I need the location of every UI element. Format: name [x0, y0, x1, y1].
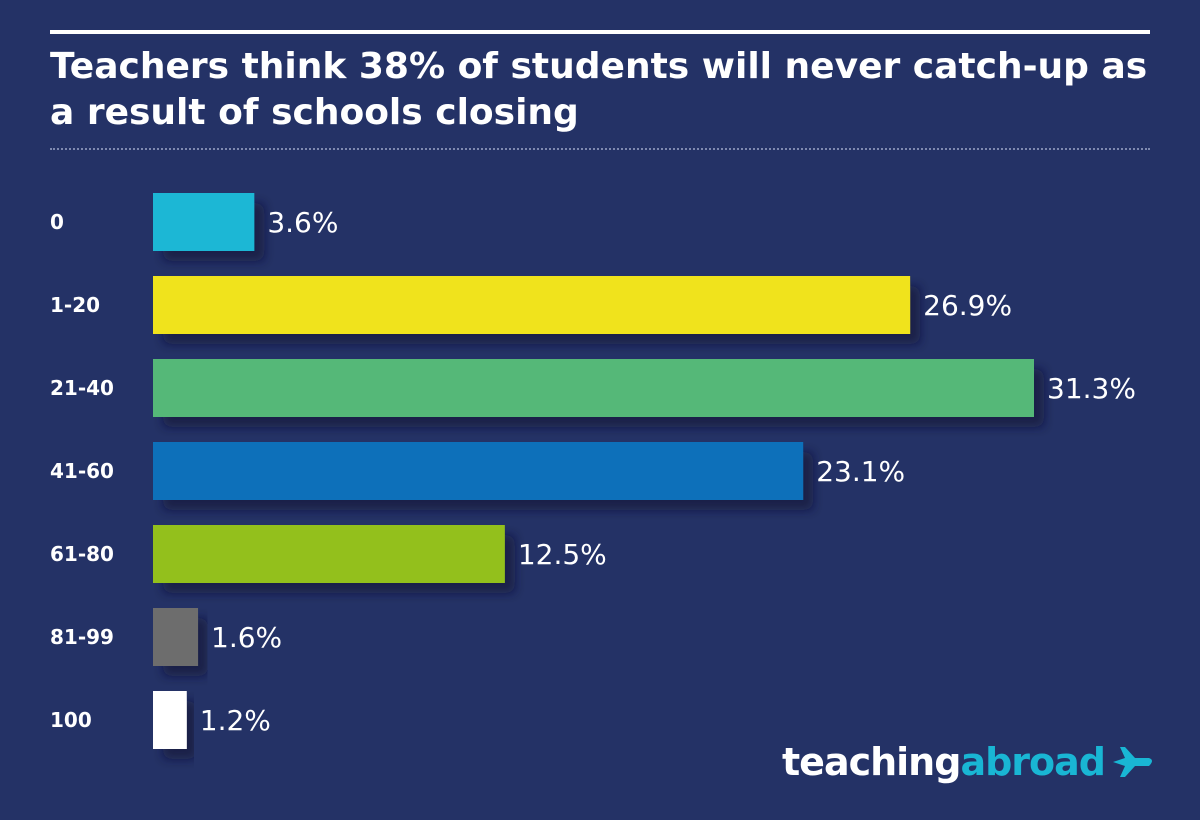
category-label: 21-40	[50, 376, 114, 400]
logo-text-abroad: abroad	[960, 740, 1106, 784]
category-label: 100	[50, 708, 92, 732]
value-label: 12.5%	[518, 538, 607, 571]
bars-group: 0 3.6% 1-20 26.9% 21-40 31.3% 41-60 23.1% 61-80 1…	[50, 193, 1136, 749]
chart-title: Teachers think 38% of students will neve…	[50, 46, 1148, 133]
value-label: 1.2%	[200, 704, 271, 737]
logo-text-teaching: teaching	[782, 740, 961, 784]
bar	[153, 691, 187, 749]
value-label: 3.6%	[267, 206, 338, 239]
bar	[153, 608, 199, 666]
value-label: 23.1%	[816, 455, 905, 488]
bar	[153, 276, 911, 334]
category-label: 81-99	[50, 625, 114, 649]
title-divider	[50, 148, 1150, 150]
value-label: 1.6%	[211, 621, 282, 654]
bar	[153, 525, 505, 583]
category-label: 41-60	[50, 459, 114, 483]
bar	[153, 359, 1034, 417]
category-label: 0	[50, 210, 64, 234]
bar	[153, 442, 804, 500]
value-label: 26.9%	[923, 289, 1012, 322]
teachingabroad-logo: teaching abroad	[782, 736, 1155, 788]
bar	[153, 193, 255, 251]
top-rule	[50, 30, 1150, 34]
airplane-icon	[1112, 747, 1152, 777]
category-label: 1-20	[50, 293, 100, 317]
category-label: 61-80	[50, 542, 114, 566]
value-label: 31.3%	[1047, 372, 1136, 405]
